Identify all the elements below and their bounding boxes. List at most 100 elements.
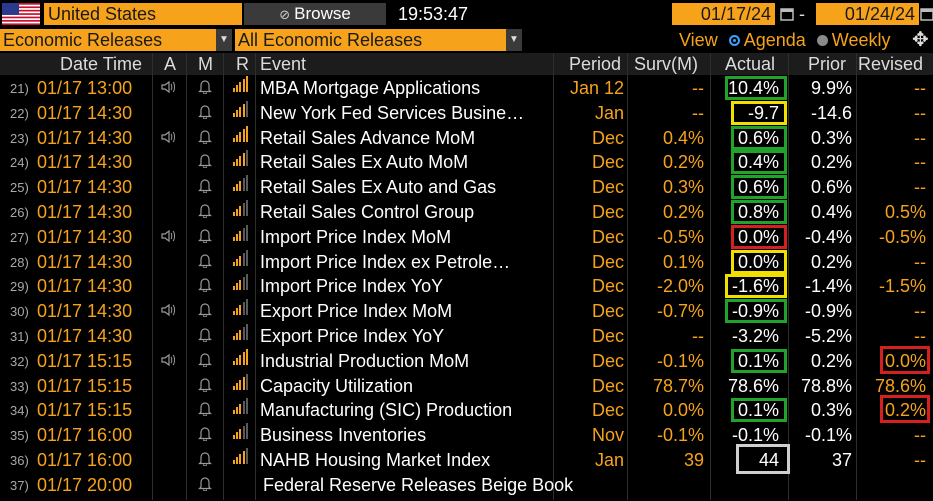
table-row[interactable]: 31) 01/17 14:30 Export Price Index YoY Dec -…: [0, 324, 933, 349]
actual-highlight-box: [731, 200, 787, 224]
table-row[interactable]: 33) 01/17 15:15 Capacity Utilization Dec 78.…: [0, 373, 933, 399]
bell-icon[interactable]: [198, 76, 212, 101]
row-number: 23): [10, 130, 29, 146]
speaker-icon[interactable]: [160, 299, 176, 324]
bell-icon[interactable]: [198, 225, 212, 250]
country-selector[interactable]: United States: [44, 3, 242, 25]
col-period[interactable]: Period: [569, 54, 622, 74]
table-row[interactable]: 30) 01/17 14:30 Export Price Index MoM Dec -…: [0, 299, 933, 324]
period: Dec: [591, 326, 624, 346]
release-datetime: 01/17 15:15: [37, 400, 133, 421]
table-row[interactable]: 27) 01/17 14:30 Import Price Index MoM Dec -…: [0, 224, 933, 250]
revised-value: 78.6%: [874, 375, 926, 396]
speaker-icon[interactable]: [160, 349, 176, 374]
browse-icon: ⊘: [279, 7, 291, 22]
column-divider: [710, 53, 711, 500]
bell-icon[interactable]: [198, 250, 212, 275]
table-row[interactable]: 28) 01/17 14:30 Import Price Index ex Petr…: [0, 249, 933, 275]
table-row[interactable]: 34) 01/17 15:15 Manufacturing (SIC) Produc…: [0, 395, 933, 424]
bell-icon[interactable]: [198, 448, 212, 473]
bell-icon[interactable]: [198, 473, 212, 498]
row-number: 36): [10, 453, 29, 468]
revised-value: --: [914, 127, 926, 148]
bell-icon[interactable]: [198, 200, 212, 225]
table-row[interactable]: 35) 01/17 16:00 Business Inventories Nov -0.…: [0, 423, 933, 448]
period: Dec: [591, 251, 624, 272]
column-divider: [553, 53, 554, 500]
col-alert[interactable]: A: [164, 54, 177, 74]
bell-icon[interactable]: [198, 374, 212, 399]
row-number: 34): [10, 403, 29, 419]
view-toggle: View Agenda Weekly: [679, 29, 890, 51]
release-datetime: 01/17 14:30: [37, 102, 133, 123]
col-revised[interactable]: Revised: [858, 54, 924, 74]
speaker-icon[interactable]: [160, 76, 176, 101]
column-divider: [152, 53, 153, 500]
agenda-radio[interactable]: [728, 34, 740, 46]
prior-value: 0.2%: [810, 350, 852, 371]
speaker-icon[interactable]: [160, 225, 176, 250]
speaker-icon[interactable]: [160, 126, 176, 151]
bell-icon[interactable]: [198, 349, 212, 374]
weekly-radio[interactable]: [816, 34, 828, 46]
relevance-bars-icon: [233, 200, 249, 216]
relevance-bar: [236, 283, 239, 291]
agenda-label[interactable]: Agenda: [743, 30, 806, 50]
col-prior[interactable]: Prior: [808, 54, 847, 74]
table-row[interactable]: 21) 01/17 13:00 MBA Mortgage Applications J…: [0, 76, 933, 101]
relevance-bar: [239, 354, 242, 365]
table-row[interactable]: 22) 01/17 14:30 New York Fed Services Busi…: [0, 100, 933, 126]
period: Jan 12: [569, 78, 624, 98]
col-monitor[interactable]: M: [198, 54, 213, 74]
actual-highlight-box: [731, 348, 787, 373]
actual-value: 0.4%: [737, 152, 779, 173]
col-relevance[interactable]: R: [236, 54, 249, 74]
col-survey[interactable]: Surv(M): [634, 54, 698, 74]
table-row[interactable]: 25) 01/17 14:30 Retail Sales Ex Auto and G…: [0, 175, 933, 200]
table-row[interactable]: 36) 01/17 16:00 NAHB Housing Market Index J…: [0, 444, 933, 474]
col-datetime[interactable]: Date Time: [60, 54, 143, 74]
row-number: 25): [10, 180, 29, 196]
start-date-field[interactable]: 01/17/24: [672, 3, 775, 25]
col-event[interactable]: Event: [260, 54, 307, 74]
relevance-bar: [242, 153, 245, 167]
relevance-bar: [236, 382, 239, 390]
bell-icon[interactable]: [198, 274, 212, 299]
revised-value: 0.5%: [884, 202, 926, 222]
relevance-bar: [239, 181, 242, 192]
table-row[interactable]: 24) 01/17 14:30 Retail Sales Ex Auto MoM De…: [0, 150, 933, 175]
calendar-icon[interactable]: [780, 7, 794, 21]
table-row[interactable]: 23) 01/17 14:30 Retail Sales Advance MoM De…: [0, 125, 933, 151]
relevance-bar: [233, 311, 235, 316]
table-row[interactable]: 26) 01/17 14:30 Retail Sales Control Group…: [0, 200, 933, 225]
bell-icon[interactable]: [198, 299, 212, 324]
period: Dec: [591, 202, 624, 222]
actual-highlight-box: [731, 150, 787, 175]
bell-icon[interactable]: [198, 398, 212, 423]
bell-icon[interactable]: [198, 126, 212, 151]
survey-value: 0.4%: [662, 127, 704, 148]
bell-icon[interactable]: [198, 324, 212, 349]
event-name: Capacity Utilization: [260, 375, 414, 396]
end-date-field[interactable]: 01/24/24: [816, 3, 919, 25]
bell-icon[interactable]: [198, 423, 212, 448]
survey-value: --: [692, 102, 704, 123]
bell-icon[interactable]: [198, 175, 212, 200]
actual-value: 0.6%: [737, 127, 779, 148]
table-row[interactable]: 32) 01/17 15:15 Industrial Production MoM D…: [0, 345, 933, 374]
release-datetime: 01/17 15:15: [37, 350, 133, 371]
prior-value: -14.6: [810, 102, 852, 123]
weekly-label[interactable]: Weekly: [831, 30, 891, 50]
release-type-dropdown[interactable]: Economic Releases ▼: [0, 29, 232, 51]
calendar-icon[interactable]: [920, 7, 933, 21]
release-filter-dropdown[interactable]: All Economic Releases ▼: [235, 29, 522, 51]
move-icon[interactable]: ✥: [912, 29, 929, 51]
bell-icon[interactable]: [198, 101, 212, 126]
col-actual[interactable]: Actual: [725, 54, 776, 74]
table-row[interactable]: 29) 01/17 14:30 Import Price Index YoY Dec -…: [0, 274, 933, 299]
actual-value: -1.6%: [731, 276, 779, 297]
table-row[interactable]: 37) 01/17 20:00 Federal Reserve Releases B…: [0, 473, 933, 498]
bell-icon[interactable]: [198, 150, 212, 175]
browse-button[interactable]: ⊘ Browse: [244, 3, 386, 25]
survey-value: --: [692, 326, 704, 346]
